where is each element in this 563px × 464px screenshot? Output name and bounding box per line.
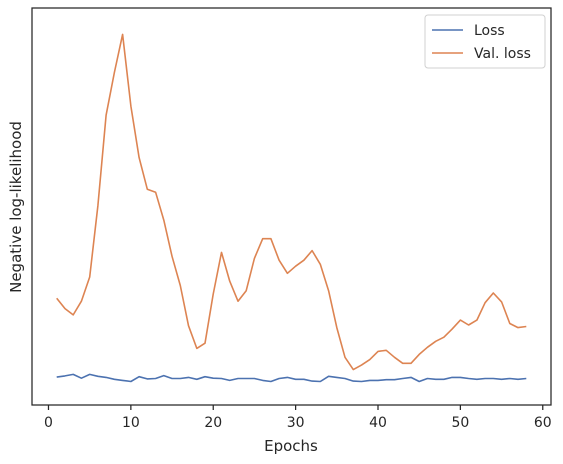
- lines-layer: [56, 33, 527, 383]
- x-tick-label: 10: [122, 415, 140, 431]
- y-axis-label: Negative log-likelihood: [7, 121, 25, 293]
- series-line-val-loss: [56, 33, 527, 371]
- legend-label-loss: Loss: [474, 23, 505, 39]
- series-line-loss: [56, 373, 527, 383]
- x-axis-ticks: 0 10 20 30 40 50 60: [44, 405, 552, 431]
- x-tick-label: 60: [534, 415, 552, 431]
- x-tick-label: 20: [204, 415, 222, 431]
- legend-label-val-loss: Val. loss: [474, 46, 531, 62]
- x-tick-label: 0: [44, 415, 53, 431]
- legend-box: [424, 14, 546, 69]
- x-tick-label: 40: [369, 415, 387, 431]
- plot-frame: [31, 7, 552, 406]
- x-axis-label: Epochs: [264, 437, 318, 455]
- legend: Loss Val. loss: [424, 14, 546, 69]
- x-tick-label: 50: [451, 415, 469, 431]
- x-tick-label: 30: [287, 415, 305, 431]
